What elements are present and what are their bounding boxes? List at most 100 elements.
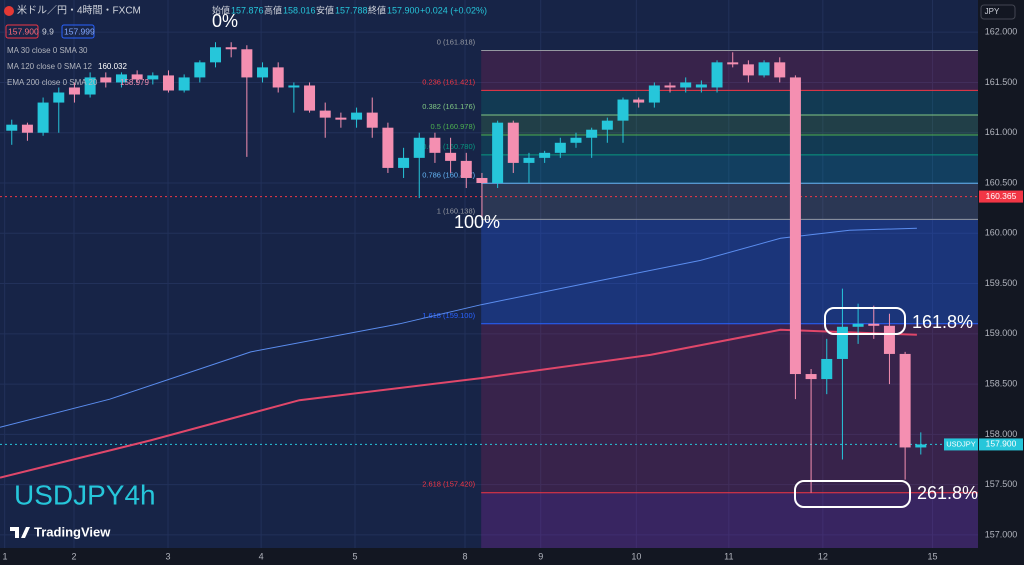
candle-body (21, 124, 33, 133)
fib-label: 1 (160.138) (437, 206, 476, 215)
y-tick-label: 158.500 (985, 378, 1018, 388)
ohlc-value: 158.016 (283, 5, 316, 15)
price-box-label: 157.900 (8, 26, 39, 36)
x-tick-label: 11 (724, 551, 733, 561)
candle-body (868, 323, 880, 326)
candle-body (178, 77, 190, 91)
x-tick-label: 1 (2, 551, 7, 561)
fib-zone (481, 134, 978, 155)
candle-body (445, 152, 457, 161)
candle-body (742, 64, 754, 76)
price-box (5, 24, 39, 39)
candle-body (570, 137, 582, 143)
price-tag-label: 157.900 (986, 439, 1017, 449)
annotation: USDJPY4h (14, 479, 156, 510)
symbol-icon (4, 6, 14, 16)
candle-body (162, 75, 174, 91)
fib-zone (481, 115, 978, 135)
candle-body (915, 444, 927, 448)
candle-body (507, 122, 519, 163)
candle-body (695, 84, 707, 88)
candle-body (805, 374, 817, 380)
change: +0.024 (+0.02%) (420, 5, 487, 15)
candle-body (319, 110, 331, 118)
fib-label: 0.382 (161.176) (422, 102, 475, 111)
fib-zone (481, 154, 978, 184)
x-tick-label: 2 (71, 551, 76, 561)
fib-label: 0.5 (160.978) (431, 122, 476, 131)
candle-body (6, 124, 18, 131)
x-tick-label: 3 (166, 551, 171, 561)
annotation: 0% (212, 11, 238, 31)
y-tick-label: 160.000 (985, 228, 1018, 238)
candle-body (789, 77, 801, 375)
price-tag (979, 190, 1023, 203)
indicator-value: 160.032 (98, 62, 127, 71)
candle-body (539, 152, 551, 158)
y-tick-label: 157.500 (985, 479, 1018, 489)
x-tick-label: 4 (259, 551, 264, 561)
candle-body (476, 177, 488, 184)
candle-body (852, 323, 864, 327)
candle-body (382, 127, 394, 168)
candle-body (429, 137, 441, 153)
indicator-value: 158.979 (120, 78, 149, 87)
highlight-box (824, 307, 906, 335)
y-tick-label: 157.000 (985, 529, 1018, 539)
candle-body (115, 74, 127, 83)
candle-body (100, 77, 112, 83)
fib-zone (481, 50, 978, 91)
candle-body (648, 85, 660, 103)
indicator-name: EMA 200 close 0 SMA 20 (7, 78, 98, 87)
ohlc-value: 157.788 (335, 5, 368, 15)
x-tick-label: 8 (463, 551, 468, 561)
candle-body (53, 92, 65, 103)
candle-body (727, 62, 739, 65)
price-box-label: 9.9 (42, 26, 54, 36)
fib-zone (481, 219, 978, 324)
time-axis (0, 548, 978, 565)
y-tick-label: 162.000 (985, 27, 1018, 37)
candle-body (131, 74, 143, 80)
ma-line (0, 328, 917, 479)
annotation: 161.8% (912, 312, 973, 332)
candle-body (711, 62, 723, 88)
symbol-title: 米ドル／円・4時間・FXCM (17, 4, 141, 17)
candle-body (664, 85, 676, 88)
candle-body (84, 77, 96, 95)
fib-label: 0.618 (160.780) (422, 142, 475, 151)
candle-body (225, 47, 237, 50)
fib-label: 2.618 (157.420) (422, 480, 475, 489)
y-tick-label: 160.500 (985, 177, 1018, 187)
symbol-tag-label: USDJPY (946, 439, 976, 448)
candle-body (304, 85, 316, 111)
ohlc-label: 高値 (264, 4, 282, 15)
candle-body (351, 112, 363, 120)
price-box (61, 24, 95, 39)
candle-body (68, 87, 80, 95)
candle-body (210, 47, 222, 63)
candle-body (147, 75, 159, 80)
annotation: 261.8% (917, 483, 978, 503)
logo-mark (10, 527, 30, 538)
candle-body (413, 137, 425, 158)
candle-body (758, 62, 770, 76)
candle-body (37, 102, 49, 133)
ohlc-label: 安値 (316, 4, 334, 15)
candle-body (883, 325, 895, 354)
fib-zone (481, 183, 978, 220)
indicator-name: MA 30 close 0 SMA 30 (7, 46, 88, 55)
x-tick-label: 9 (538, 551, 543, 561)
candle-body (366, 112, 378, 128)
x-tick-label: 10 (631, 551, 641, 561)
candle-body (586, 129, 598, 138)
price-tag-label: 160.365 (986, 191, 1017, 201)
ohlc-label: 始値 (212, 4, 230, 15)
x-tick-label: 15 (928, 551, 938, 561)
candle-body (821, 358, 833, 380)
candle-body (774, 62, 786, 78)
y-tick-label: 161.500 (985, 77, 1018, 87)
currency: JPY (985, 7, 1000, 16)
